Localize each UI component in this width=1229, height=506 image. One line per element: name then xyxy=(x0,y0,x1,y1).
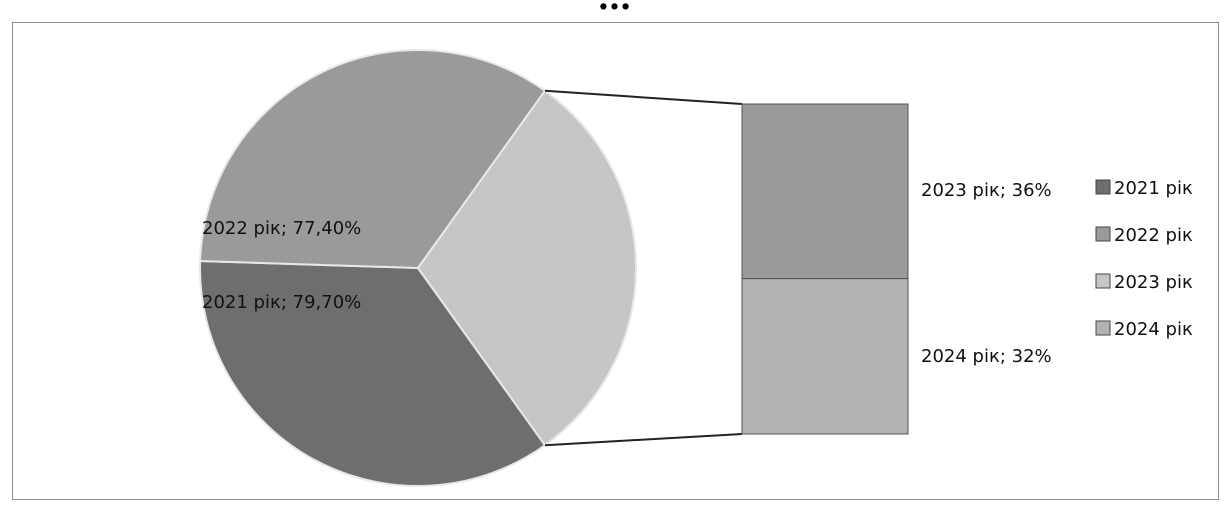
bar-segment-2024 xyxy=(741,278,909,435)
legend-label-2022: 2022 рік xyxy=(1114,225,1193,246)
pie-slice-2022 xyxy=(199,48,547,270)
legend-label-2024: 2024 рік xyxy=(1114,319,1193,340)
legend-label-2021: 2021 рік xyxy=(1114,178,1193,199)
legend-swatch-2021 xyxy=(1095,179,1111,195)
legend: 2021 рік 2022 рік 2023 рік 2024 рік xyxy=(1095,178,1193,340)
chart-title: … xyxy=(0,0,1229,12)
data-label-2023: 2023 рік; 36% xyxy=(921,180,1052,201)
legend-swatch-2023 xyxy=(1095,273,1111,289)
bar-segment-2023 xyxy=(741,103,909,280)
connector-line-top xyxy=(544,89,743,105)
pie-slice-2021 xyxy=(199,259,547,488)
legend-swatch-2024 xyxy=(1095,320,1111,336)
legend-label-2023: 2023 рік xyxy=(1114,272,1193,293)
chart-title-text: … xyxy=(0,0,1229,12)
chart-frame xyxy=(12,22,1219,500)
connector-line-bottom xyxy=(544,433,743,447)
legend-swatch-2022 xyxy=(1095,226,1111,242)
data-label-2021: 2021 рік; 79,70% xyxy=(202,292,361,313)
data-label-2022: 2022 рік; 77,40% xyxy=(202,218,361,239)
data-label-2024: 2024 рік; 32% xyxy=(921,346,1052,367)
pie-slice-other xyxy=(416,89,638,447)
